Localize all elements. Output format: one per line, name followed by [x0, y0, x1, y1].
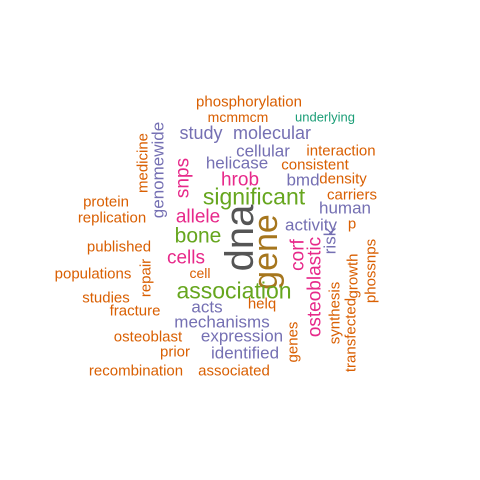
word-allele: allele: [175, 206, 221, 228]
word-transfected: transfected: [342, 297, 360, 373]
word-mechanisms: mechanisms: [174, 312, 270, 332]
word-mcmmcm: mcmmcm: [207, 109, 269, 125]
word-study: study: [179, 123, 223, 143]
word-studies: studies: [82, 289, 130, 307]
word-helq: helq: [247, 295, 277, 313]
word-replication: replication: [77, 209, 147, 227]
word-cell: cell: [189, 265, 211, 281]
word-expression: expression: [200, 326, 284, 346]
word-populations: populations: [54, 265, 132, 283]
word-medicine: medicine: [134, 132, 152, 194]
word-human: human: [319, 198, 371, 218]
word-fracture: fracture: [109, 302, 161, 320]
word-phosphorylation: phosphorylation: [196, 93, 302, 111]
word-activity: activity: [285, 215, 337, 235]
word-osteoblast: osteoblast: [113, 328, 183, 346]
word-genomewide: genomewide: [148, 121, 168, 219]
word-recombination: recombination: [88, 362, 184, 380]
word-acts: acts: [191, 297, 223, 317]
word-association: association: [176, 277, 292, 304]
word-consistent: consistent: [281, 156, 349, 174]
word-identified: identified: [210, 343, 280, 363]
word-hrob: hrob: [220, 169, 260, 191]
word-helicase: helicase: [205, 153, 269, 173]
word-genes: genes: [284, 321, 302, 363]
word-published: published: [86, 238, 152, 256]
word-p: p: [347, 215, 357, 233]
word-density: density: [319, 170, 367, 188]
word-cells: cells: [166, 247, 206, 269]
word-molecular: molecular: [232, 123, 312, 143]
word-bone: bone: [174, 224, 222, 248]
word-repair: repair: [137, 258, 155, 298]
word-carriers: carriers: [326, 186, 378, 204]
word-interaction: interaction: [306, 142, 376, 160]
word-bmd: bmd: [286, 170, 320, 190]
word-phossnps: phossnps: [362, 238, 380, 304]
word-associated: associated: [198, 362, 270, 380]
word-risk: risk: [320, 227, 340, 255]
word-cellular: cellular: [236, 141, 290, 161]
word-snps: snps: [172, 157, 194, 199]
word-prior: prior: [159, 343, 191, 361]
word-growth: growth: [344, 253, 362, 299]
word-significant: significant: [202, 183, 306, 210]
word-underlying: underlying: [295, 109, 355, 125]
word-synthesis: synthesis: [326, 281, 344, 345]
word-protein: protein: [83, 193, 129, 211]
